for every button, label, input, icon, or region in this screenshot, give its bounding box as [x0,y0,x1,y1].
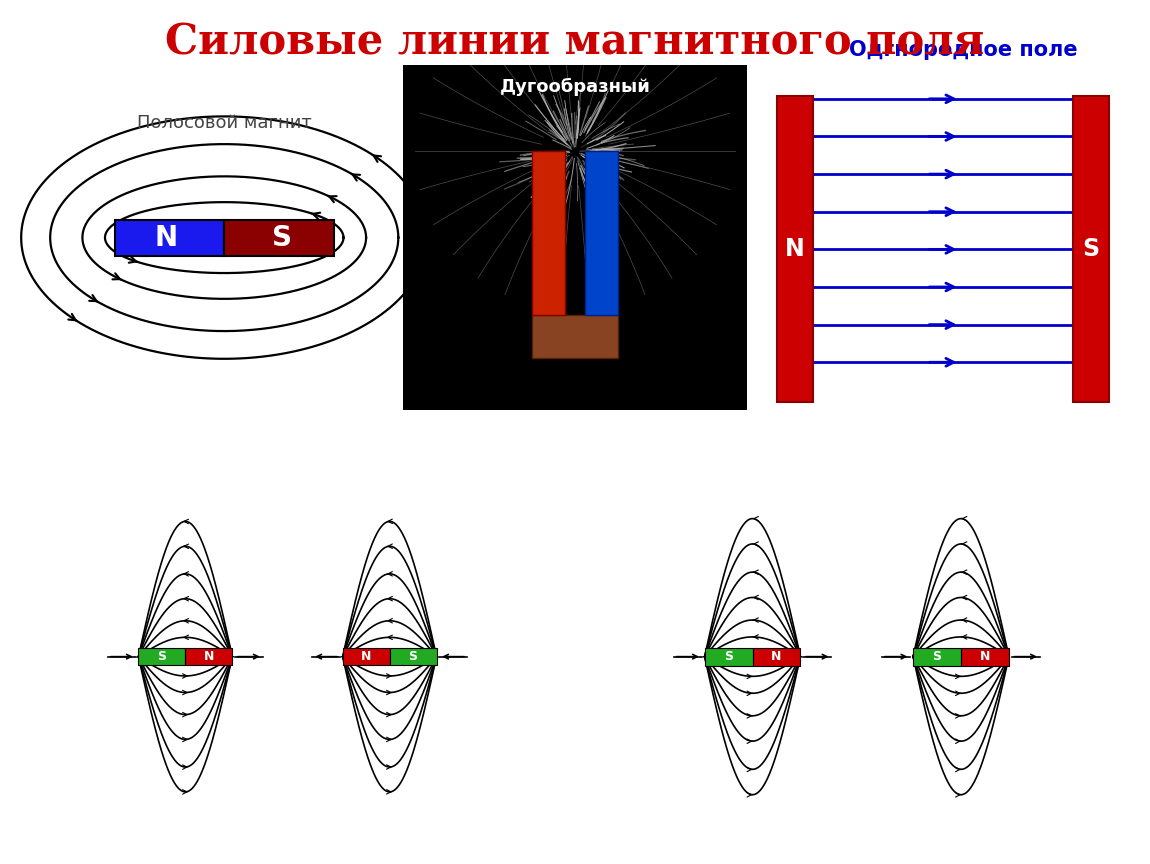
Bar [531,151,565,315]
Text: N: N [361,650,371,664]
Bar [138,648,185,665]
Text: S: S [273,224,292,251]
Bar [777,97,813,403]
Text: Полосовой магнит: Полосовой магнит [137,114,312,132]
Text: N: N [772,650,782,664]
Bar [531,315,619,359]
Bar [705,648,752,665]
Bar [752,648,800,665]
Bar [224,219,334,256]
Bar [343,648,390,665]
Text: S: S [158,650,167,664]
Text: N: N [785,238,805,262]
Text: N: N [980,650,990,664]
Text: N: N [154,224,178,251]
Bar [390,648,437,665]
Bar [185,648,232,665]
Bar [961,648,1009,665]
Text: Одгнородное поле: Одгнородное поле [850,40,1078,60]
Bar [585,151,619,315]
Text: N: N [204,650,214,664]
Text: S: S [933,650,942,664]
Text: S: S [408,650,417,664]
Bar [1073,97,1109,403]
Text: S: S [724,650,733,664]
Text: Дугообразный: Дугообразный [499,78,651,96]
Bar [115,219,224,256]
Text: S: S [1082,238,1099,262]
Bar [913,648,961,665]
Text: Силовые линии магнитного поля: Силовые линии магнитного поля [166,22,984,64]
